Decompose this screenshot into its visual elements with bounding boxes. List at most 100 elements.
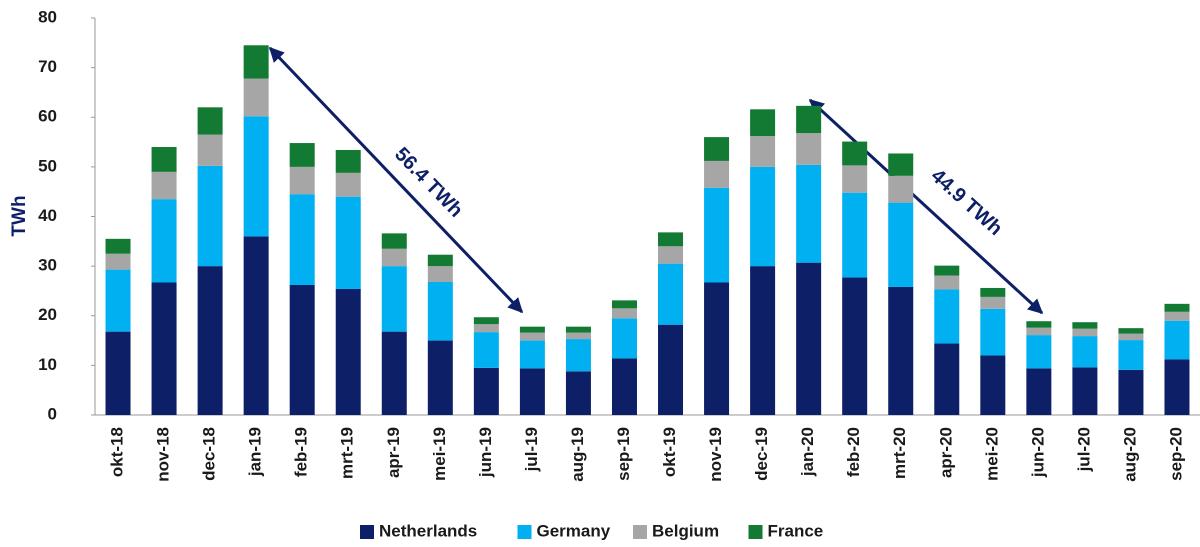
x-tick-label: mei-20 (982, 427, 1001, 481)
bar-segment (473, 332, 499, 368)
bar-segment (105, 269, 131, 332)
bar-segment (473, 367, 499, 415)
bar-segment (796, 164, 822, 263)
bar-segment (704, 187, 730, 283)
bar-segment (888, 202, 914, 287)
y-tick-label: 60 (38, 107, 57, 126)
bar-segment (473, 317, 499, 325)
x-tick-label: jun-19 (476, 427, 495, 478)
bar-segment (151, 171, 177, 200)
bar-segment (1072, 322, 1098, 329)
bar-segment (565, 326, 591, 333)
y-tick-label: 10 (38, 355, 57, 374)
x-tick-label: aug-20 (1120, 427, 1139, 482)
bar-segment (151, 147, 177, 172)
x-tick-label: dec-19 (752, 427, 771, 481)
bar-segment (842, 141, 868, 166)
bar-segment (1026, 327, 1052, 336)
y-tick-label: 30 (38, 256, 57, 275)
bar-segment (1072, 328, 1098, 337)
bar-segment (105, 331, 131, 415)
bar-segment (658, 232, 684, 247)
bar-segment (243, 78, 269, 117)
bar-segment (704, 160, 730, 188)
y-axis-label: TWh (9, 195, 30, 236)
bar-segment (519, 340, 545, 369)
bar-segment (934, 265, 960, 276)
x-tick-label: apr-19 (384, 427, 403, 478)
bar-segment (658, 263, 684, 325)
bar-segment (427, 340, 453, 415)
bar-segment (611, 318, 637, 359)
bar-segment (565, 339, 591, 372)
bar-segment (335, 150, 361, 173)
x-tick-label: sep-19 (614, 427, 633, 481)
bar-segment (105, 238, 131, 254)
x-tick-label: okt-18 (108, 427, 127, 477)
bar-segment (934, 343, 960, 415)
bar-segment (105, 253, 131, 270)
bar-segment (980, 287, 1006, 297)
bar-segment (796, 133, 822, 165)
bar-segment (842, 192, 868, 278)
bar-segment (611, 358, 637, 415)
bar-segment (704, 282, 730, 415)
x-tick-label: jan-19 (246, 427, 265, 477)
bar-segment (980, 355, 1006, 415)
bar-segment (289, 194, 315, 285)
x-tick-label: okt-19 (660, 427, 679, 477)
x-tick-label: apr-20 (936, 427, 955, 478)
y-tick-label: 20 (38, 305, 57, 324)
annotation: 56.4 TWh (390, 143, 467, 221)
bar-segment (335, 288, 361, 415)
bar-segment (1072, 367, 1098, 415)
x-tick-label: jul-19 (522, 427, 541, 472)
legend-swatch (633, 525, 647, 539)
legend-swatch (748, 525, 763, 539)
bar-segment (980, 308, 1006, 356)
bar-segment (197, 266, 223, 415)
bar-segment (934, 275, 960, 290)
bar-segment (519, 332, 545, 341)
bar-segment (473, 324, 499, 333)
bar-segment (750, 166, 776, 267)
bar-segment (1026, 321, 1052, 328)
arrow (808, 98, 1044, 315)
arrow (268, 46, 524, 314)
bar-segment (842, 277, 868, 415)
bar-segment (888, 153, 914, 176)
bar-segment (1026, 368, 1052, 415)
bar-segment (980, 296, 1006, 309)
x-tick-label: feb-19 (292, 427, 311, 477)
bar-segment (1072, 336, 1098, 368)
bar-segment (565, 371, 591, 415)
x-tick-label: feb-20 (844, 427, 863, 477)
bar-segment (381, 233, 407, 249)
bar-segment (1164, 320, 1190, 360)
bar-segment (1118, 340, 1144, 370)
legend-label: Netherlands (379, 521, 477, 540)
legend-label: Germany (537, 521, 611, 540)
bar-segment (335, 196, 361, 289)
bar-segment (427, 254, 453, 267)
bar-segment (381, 266, 407, 332)
bar-segment (427, 282, 453, 341)
x-tick-label: jun-20 (1028, 427, 1047, 478)
bar-segment (197, 107, 223, 135)
bar-segment (1118, 369, 1144, 415)
bar-segment (842, 165, 868, 193)
x-tick-label: aug-19 (568, 427, 587, 482)
bar-segment (243, 116, 269, 237)
bar-segment (888, 286, 914, 415)
bar-segment (243, 45, 269, 79)
x-tick-label: mrt-20 (890, 427, 909, 479)
legend-label: Belgium (652, 521, 719, 540)
bar-segment (934, 289, 960, 344)
y-tick-label: 40 (38, 206, 57, 225)
bar-segment (750, 136, 776, 167)
bar-segment (658, 324, 684, 415)
bar-segment (151, 282, 177, 415)
bar-segment (796, 262, 822, 415)
bar-segment (197, 165, 223, 267)
